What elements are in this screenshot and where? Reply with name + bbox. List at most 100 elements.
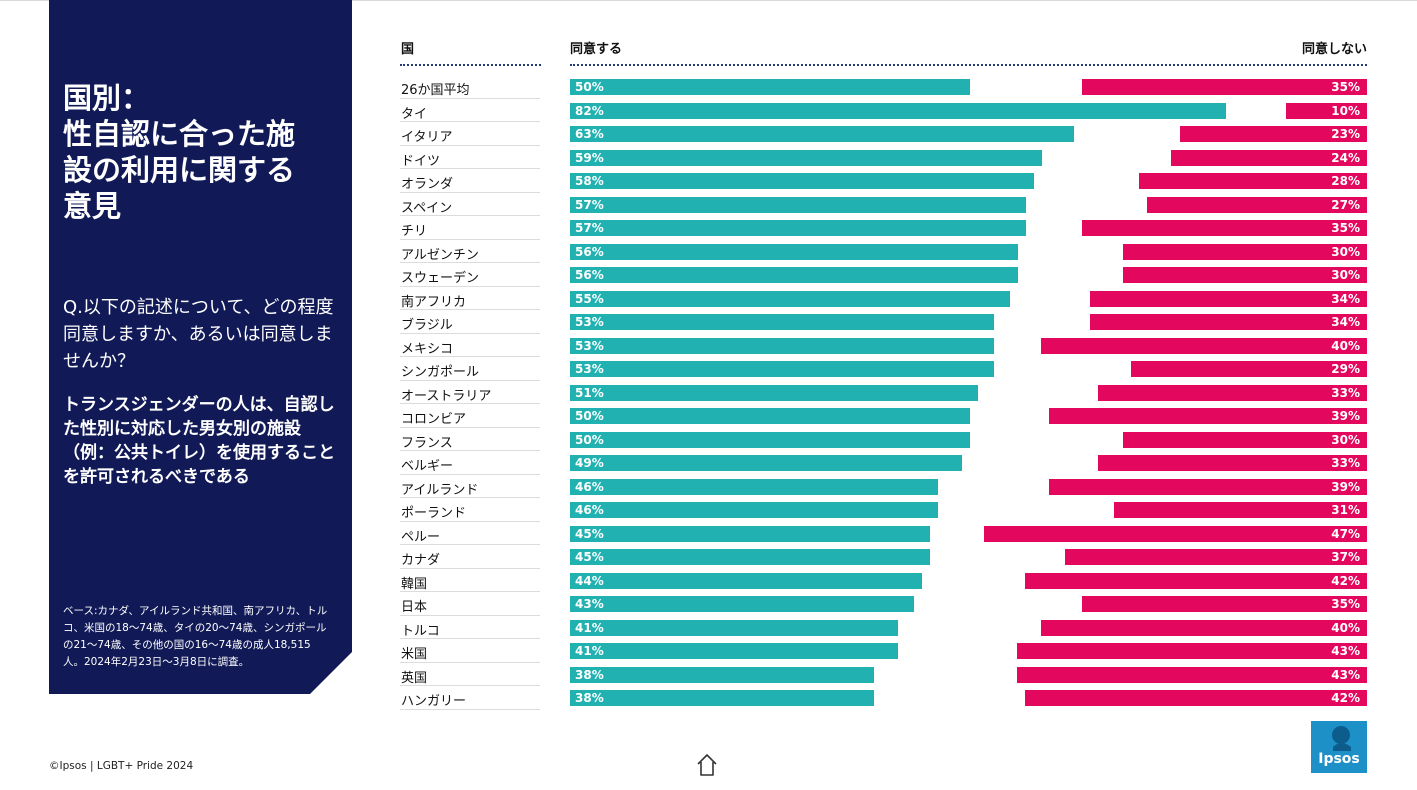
agree-value-label: 38%	[575, 667, 604, 682]
country-label: ポーランド	[401, 506, 467, 521]
table-row: アルゼンチン 56% 30%	[0, 240, 1417, 263]
country-label: 26か国平均	[401, 83, 470, 98]
info-panel: 国別： 性自認に合った施 設の利用に関する 意見 Q.以下の記述について、どの程…	[49, 0, 352, 694]
disagree-value-label: 42%	[1331, 573, 1360, 588]
row-divider	[400, 238, 540, 240]
row-divider	[400, 97, 540, 99]
agree-bar: 43%	[570, 596, 914, 612]
country-label: チリ	[401, 224, 428, 239]
disagree-value-label: 30%	[1331, 432, 1360, 447]
disagree-value-label: 33%	[1331, 456, 1360, 470]
disagree-bar: 31%	[1114, 502, 1367, 518]
table-row: メキシコ 53% 40%	[0, 334, 1417, 357]
country-label: ドイツ	[401, 153, 441, 169]
disagree-bar: 47%	[983, 525, 1367, 542]
agree-bar: 41%	[570, 619, 898, 636]
country-label: 米国	[401, 647, 428, 662]
title-line: 国別：	[63, 81, 151, 115]
disagree-value-label: 37%	[1331, 550, 1360, 564]
disagree-value-label: 43%	[1331, 667, 1360, 682]
country-label: スウェーデン	[401, 271, 480, 286]
row-divider	[400, 168, 540, 169]
country-label: ブラジル	[401, 318, 453, 333]
table-row: ポーランド 46% 31%	[0, 498, 1417, 522]
agree-value-label: 56%	[575, 244, 604, 259]
row-divider	[400, 356, 540, 357]
country-label: オランダ	[401, 177, 454, 192]
agree-value-label: 82%	[575, 103, 604, 118]
disagree-value-label: 29%	[1331, 362, 1360, 376]
top-border	[0, 0, 1417, 1]
disagree-bar: 30%	[1122, 267, 1367, 283]
country-label: 日本	[401, 600, 428, 615]
agree-bar: 53%	[570, 314, 994, 330]
disagree-header: 同意しない	[1301, 42, 1367, 57]
disagree-bar: 23%	[1179, 126, 1367, 142]
disagree-value-label: 40%	[1331, 620, 1360, 635]
agree-bar: 49%	[570, 455, 962, 471]
row-divider	[400, 638, 540, 639]
row-divider	[400, 497, 540, 498]
disagree-value-label: 27%	[1331, 197, 1360, 212]
home-icon[interactable]	[696, 753, 718, 777]
agree-value-label: 45%	[575, 550, 604, 564]
disagree-value-label: 39%	[1331, 409, 1360, 423]
row-divider	[400, 520, 540, 522]
disagree-bar: 28%	[1138, 173, 1367, 189]
row-divider	[400, 473, 540, 475]
agree-bar: 82%	[570, 102, 1226, 119]
disagree-bar: 30%	[1122, 431, 1367, 448]
agree-bar: 53%	[570, 361, 994, 377]
row-divider	[400, 309, 540, 310]
disagree-value-label: 43%	[1331, 644, 1360, 658]
disagree-value-label: 34%	[1331, 315, 1360, 329]
row-divider	[400, 403, 540, 404]
disagree-bar: 33%	[1098, 455, 1367, 471]
disagree-bar: 34%	[1089, 314, 1367, 330]
agree-value-label: 50%	[575, 80, 604, 94]
copyright-footer: ©Ipsos | LGBT+ Pride 2024	[49, 760, 194, 772]
page-title: 国別： 性自認に合った施 設の利用に関する 意見	[63, 80, 343, 224]
table-row: スペイン 57% 27%	[0, 193, 1417, 216]
country-label: オーストラリア	[401, 388, 492, 404]
country-label: 南アフリカ	[401, 294, 467, 310]
row-divider	[400, 685, 540, 686]
agree-bar: 46%	[570, 502, 938, 518]
base-note: ベース:カナダ、アイルランド共和国、南アフリカ、トルコ、米国の18～74歳、タイ…	[63, 605, 328, 668]
disagree-bar: 34%	[1089, 290, 1367, 307]
table-row: シンガポール 53% 29%	[0, 357, 1417, 381]
header-divider	[570, 64, 1367, 66]
country-label: トルコ	[401, 623, 440, 639]
agree-bar: 50%	[570, 408, 970, 424]
disagree-value-label: 33%	[1331, 385, 1360, 400]
agree-value-label: 44%	[575, 573, 604, 588]
disagree-bar: 29%	[1130, 361, 1367, 377]
agree-bar: 38%	[570, 690, 874, 706]
row-divider	[400, 285, 540, 287]
disagree-bar: 42%	[1024, 690, 1367, 706]
header-divider	[400, 64, 541, 66]
table-row: ベルギー 49% 33%	[0, 451, 1417, 475]
agree-bar: 50%	[570, 431, 970, 448]
agree-value-label: 45%	[575, 526, 604, 541]
agree-value-label: 41%	[575, 644, 604, 658]
agree-value-label: 38%	[575, 691, 604, 705]
survey-statement: トランスジェンダーの人は、自認した性別に対応した男女別の施設（例：公共トイレ）を…	[63, 395, 335, 487]
agree-bar: 55%	[570, 290, 1010, 307]
table-row: オーストラリア 51% 33%	[0, 381, 1417, 404]
disagree-bar: 39%	[1049, 478, 1367, 495]
agree-bar: 59%	[570, 149, 1042, 166]
disagree-value-label: 31%	[1331, 503, 1360, 517]
table-row: スウェーデン 56% 30%	[0, 263, 1417, 287]
disagree-value-label: 42%	[1331, 691, 1360, 705]
agree-value-label: 53%	[575, 338, 604, 353]
country-label: ベルギー	[401, 459, 454, 474]
country-label: イタリア	[401, 130, 453, 145]
row-divider	[400, 191, 540, 193]
row-divider	[400, 262, 540, 263]
agree-bar: 53%	[570, 337, 994, 354]
disagree-value-label: 35%	[1331, 221, 1360, 235]
agree-value-label: 50%	[575, 432, 604, 447]
country-label: 韓国	[401, 576, 428, 592]
agree-bar: 46%	[570, 478, 938, 495]
